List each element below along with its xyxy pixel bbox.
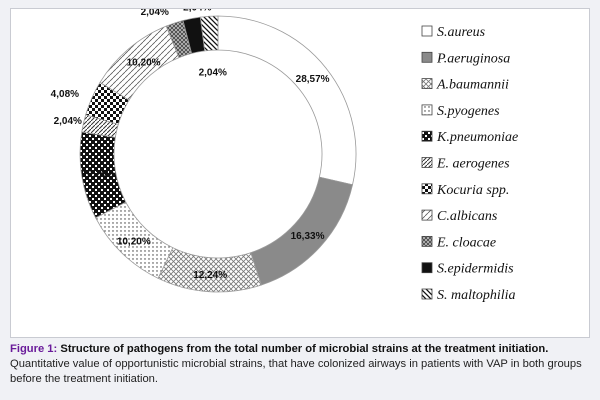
legend-label-0: S.aureus [437,25,486,40]
slice-label-9: 2,04% [183,9,211,13]
legend-label-10: S. maltophilia [437,288,516,303]
legend-label-2: A.baumannii [436,78,509,93]
legend-swatch-0 [421,25,433,37]
slice-label-0: 28,57% [296,74,330,85]
legend-label-7: C.albicans [437,209,498,224]
slice-label-5: 2,04% [54,116,82,127]
caption-title: Structure of pathogens from the total nu… [60,343,549,355]
slice-label-7: 10,20% [127,57,161,68]
legend-label-8: E. cloacae [436,235,496,250]
slice-label-3: 10,20% [117,236,151,247]
legend-swatch-3 [421,104,433,116]
legend-swatch-1 [421,51,433,63]
slice-label-10: 2,04% [199,68,227,79]
slice-label-1: 16,33% [291,231,325,242]
figure-caption: Figure 1: Structure of pathogens from th… [10,342,592,387]
slice-label-2: 12,24% [193,270,227,281]
slice-label-4: 10,20% [82,169,116,180]
slice-0 [217,15,357,186]
legend-swatch-4 [421,130,433,142]
legend-swatch-8 [421,235,433,247]
slice-label-6: 4,08% [51,89,79,100]
caption-text: Quantitative value of opportunistic micr… [10,358,582,385]
legend-swatch-7 [421,209,433,221]
legend-swatch-9 [421,262,433,274]
legend-swatch-2 [421,78,433,89]
legend-swatch-5 [421,157,433,168]
slice-10 [199,15,219,52]
figure-panel: 28,57% 16,33% 12,24% 10,20% 10,20% 2,04% 4,08%… [10,8,590,338]
legend-label-3: S.pyogenes [437,104,500,119]
legend-label-4: K.pneumoniae [436,130,518,145]
donut-chart: 28,57% 16,33% 12,24% 10,20% 10,20% 2,04% 4,08%… [51,9,519,303]
legend-label-5: E. aerogenes [436,157,510,172]
legend-label-9: S.epidermidis [437,262,514,277]
legend-label-1: P.aeruginosa [436,51,510,66]
legend-swatch-10 [421,288,433,300]
slice-label-8: 2,04% [141,9,169,18]
legend-swatch-6 [421,183,433,195]
caption-label: Figure 1: [10,343,58,355]
legend-label-6: Kocuria spp. [436,183,509,198]
